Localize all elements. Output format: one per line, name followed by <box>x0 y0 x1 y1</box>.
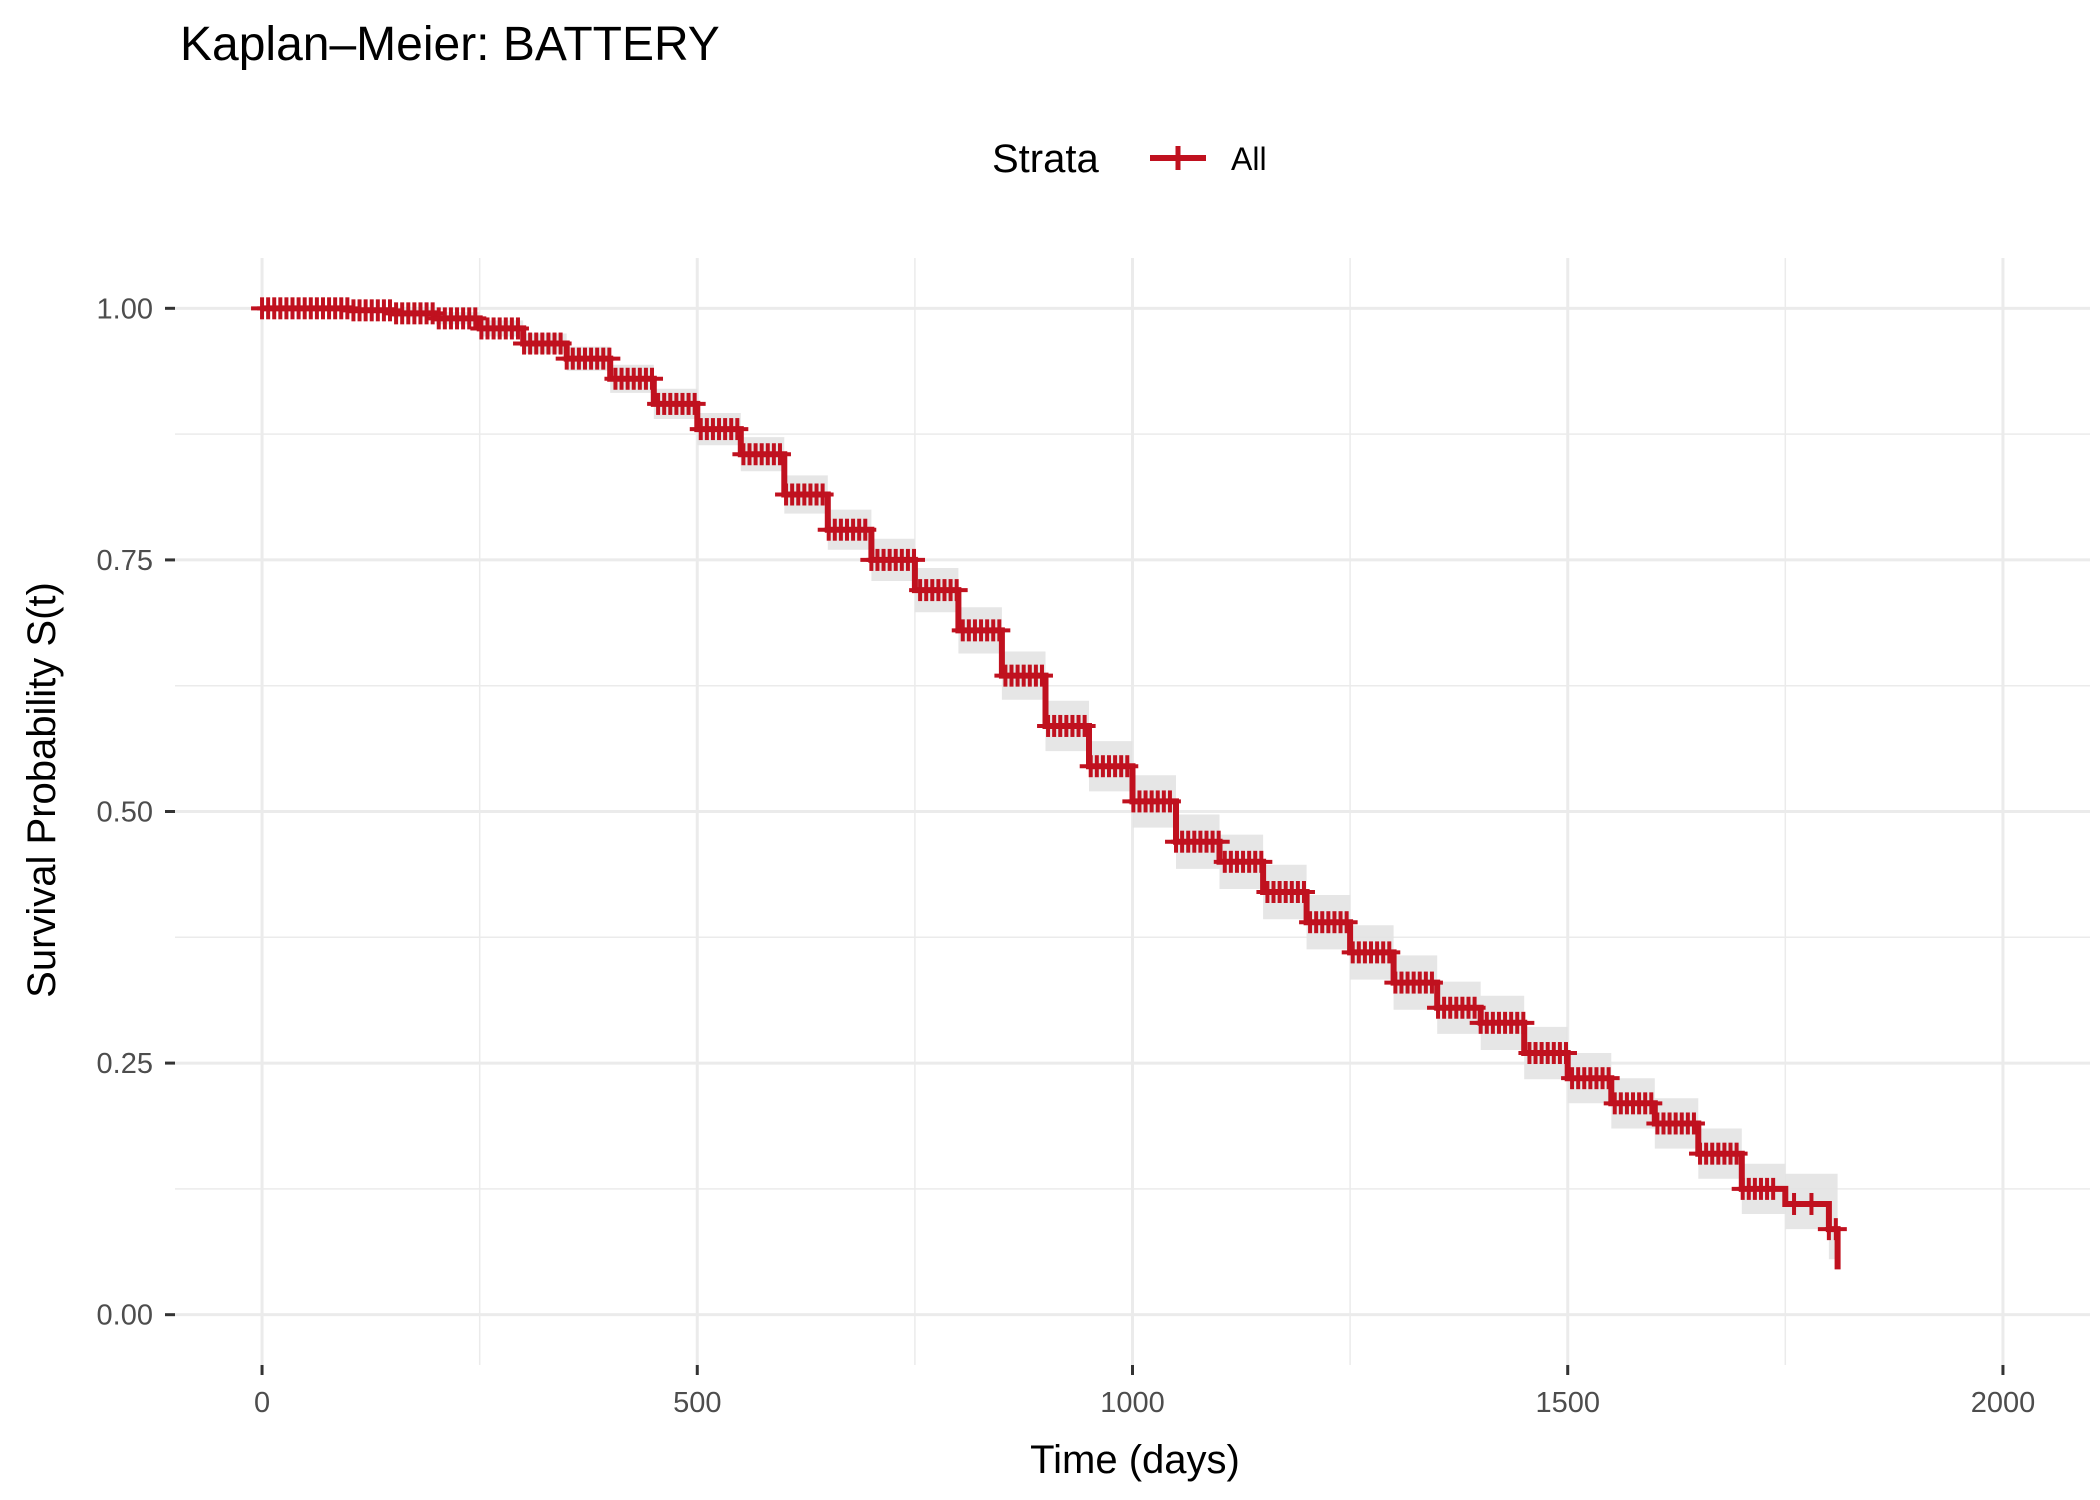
legend-label-all: All <box>1231 141 1267 177</box>
x-tick-label: 500 <box>673 1387 721 1419</box>
censor-mark <box>1420 971 1443 994</box>
censor-mark <box>854 518 877 541</box>
x-tick-label: 0 <box>254 1387 270 1419</box>
censor-mark <box>988 619 1011 642</box>
censor-mark <box>506 317 529 340</box>
series-layer <box>262 305 1841 1270</box>
chart-title: Kaplan–Meier: BATTERY <box>180 18 720 71</box>
y-tick-label: 0.50 <box>97 797 153 829</box>
censor-mark <box>641 367 664 390</box>
confidence-ribbon <box>262 308 1838 1300</box>
y-tick-label: 0.00 <box>97 1300 153 1332</box>
axes: 0 500 1000 1500 2000 0.00 0.25 0.50 0.75 1.00 <box>97 293 2036 1419</box>
legend-key-all <box>1150 146 1206 170</box>
censor-mark <box>1800 1192 1823 1215</box>
censor-mark <box>549 332 572 355</box>
confidence-band <box>262 308 1838 1300</box>
censor-mark <box>1116 755 1139 778</box>
censor-mark <box>1682 1112 1705 1135</box>
censor-mark <box>1207 830 1230 853</box>
censor-mark <box>1158 790 1181 813</box>
censor-mark <box>1335 911 1358 934</box>
legend: Strata All <box>992 137 1267 181</box>
x-tick-label: 1000 <box>1100 1387 1165 1419</box>
censor-mark <box>1378 941 1401 964</box>
y-axis-title: Survival Probability S(t) <box>20 582 64 998</box>
y-tick-label: 1.00 <box>97 293 153 325</box>
censor-mark <box>1640 1092 1663 1115</box>
censor-mark <box>1292 881 1315 904</box>
y-tick-label: 0.75 <box>97 545 153 577</box>
x-tick-label: 1500 <box>1535 1387 1600 1419</box>
censor-mark <box>598 347 621 370</box>
censor-mark <box>683 392 706 415</box>
censor-mark <box>1762 1177 1785 1200</box>
censor-mark <box>811 483 834 506</box>
censor-mark <box>1030 664 1053 687</box>
x-tick-label: 2000 <box>1971 1387 2036 1419</box>
censor-mark <box>1512 1011 1535 1034</box>
censor-mark <box>768 443 791 466</box>
censor-mark <box>726 418 749 441</box>
y-tick-label: 0.25 <box>97 1048 153 1080</box>
censor-mark <box>903 548 926 571</box>
censor-mark <box>1597 1067 1620 1090</box>
censor-marks <box>251 297 1847 1241</box>
legend-title: Strata <box>992 137 1099 181</box>
censor-mark <box>945 579 968 602</box>
censor-mark <box>1463 996 1486 1019</box>
censor-mark <box>1725 1142 1748 1165</box>
x-axis-title: Time (days) <box>1030 1438 1240 1482</box>
censor-mark <box>1250 850 1273 873</box>
plot-area <box>175 258 2090 1365</box>
censor-mark <box>1824 1218 1847 1241</box>
survival-curve-all <box>262 305 1841 1270</box>
censor-mark <box>1554 1042 1577 1065</box>
censor-mark <box>1073 714 1096 737</box>
